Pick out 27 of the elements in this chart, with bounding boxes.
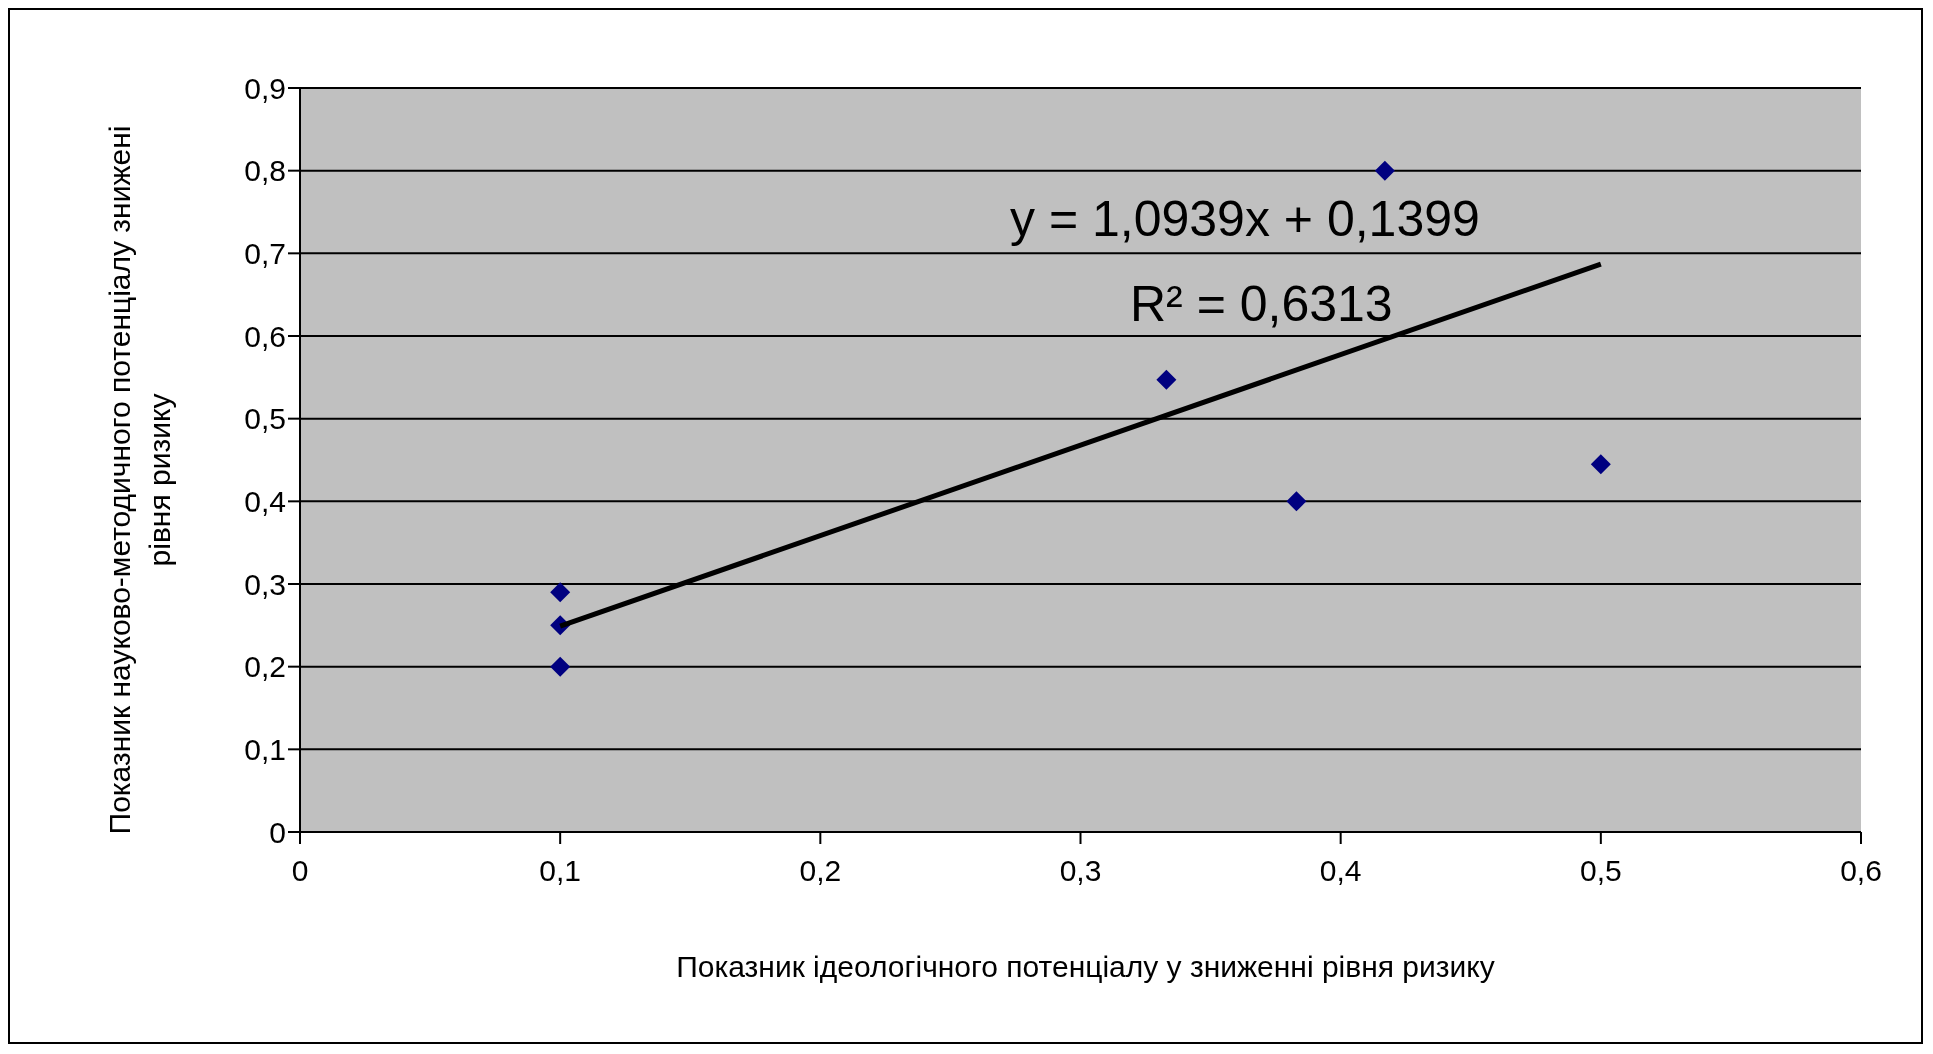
x-tick-label: 0 <box>291 854 309 888</box>
x-tick-label: 0,3 <box>1059 854 1102 888</box>
y-tick-label: 0,5 <box>244 402 286 436</box>
x-axis-title: Показник ідеологічного потенціалу у зниженні рівня ризику <box>675 950 1496 984</box>
y-tick-label: 0,3 <box>244 567 286 601</box>
y-tick-label: 0,7 <box>244 236 286 270</box>
y-axis-title: Показник науково-методичного потенціалу знижені рівня ризику <box>102 124 177 837</box>
x-tick-label: 0,5 <box>1579 854 1622 888</box>
y-tick-label: 0,4 <box>244 484 286 518</box>
annotation: y = 1,0939x + 0,1399 <box>1010 190 1480 248</box>
y-tick-label: 0,9 <box>244 71 286 105</box>
x-tick-label: 0,6 <box>1840 854 1882 888</box>
y-tick-label: 0,2 <box>244 650 286 684</box>
annotation: R² = 0,6313 <box>1130 275 1393 333</box>
y-tick-label: 0,1 <box>244 732 286 766</box>
point <box>1156 369 1177 390</box>
y-tick-label: 0,6 <box>244 319 286 353</box>
x-tick-label: 0,1 <box>539 854 582 888</box>
x-tick-label: 0,2 <box>799 854 842 888</box>
y-tick-label: 0,8 <box>244 154 286 188</box>
x-tick-label: 0,4 <box>1319 854 1362 888</box>
point <box>1590 454 1611 475</box>
point <box>550 656 571 677</box>
y-tick-label: 0 <box>269 815 286 849</box>
point <box>550 582 571 603</box>
point <box>1286 491 1307 512</box>
point <box>1374 160 1395 181</box>
